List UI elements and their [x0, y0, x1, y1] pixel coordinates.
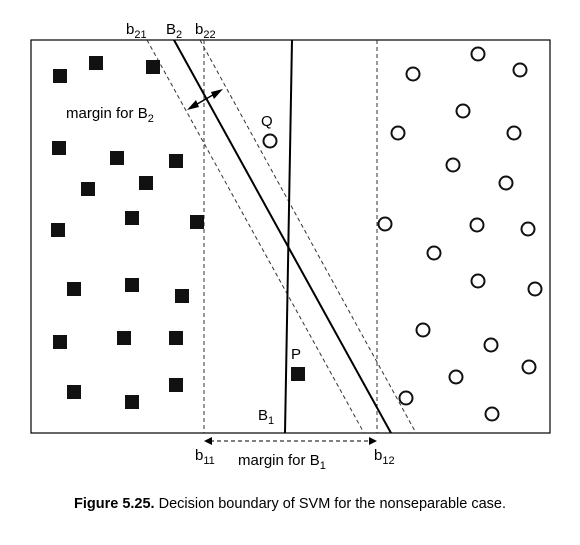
circle-point [506, 125, 522, 141]
square-point [175, 289, 189, 303]
label-B2: B2 [166, 21, 182, 41]
square-point [291, 367, 305, 381]
square-point [53, 335, 67, 349]
square-point [110, 151, 124, 165]
label-B1: B1 [258, 407, 274, 427]
margin-b1-arrowhead-left [204, 437, 212, 445]
circle-point [445, 157, 461, 173]
square-point [169, 378, 183, 392]
square-class-points [51, 56, 305, 409]
circle-point [262, 133, 278, 149]
square-point [89, 56, 103, 70]
square-point [125, 278, 139, 292]
margin-b1-arrowhead-right [369, 437, 377, 445]
square-point [67, 385, 81, 399]
label-margin-b1: margin for B1 [238, 452, 326, 472]
circle-point [512, 62, 528, 78]
label-Q: Q [261, 113, 273, 130]
circle-point [469, 217, 485, 233]
label-b12: b12 [374, 447, 395, 467]
circle-class-points [262, 46, 543, 422]
square-point [169, 331, 183, 345]
margin-b2-arrowhead-left [187, 100, 199, 110]
square-point [190, 215, 204, 229]
square-point [117, 331, 131, 345]
circle-point [426, 245, 442, 261]
circle-point [483, 337, 499, 353]
square-point [67, 282, 81, 296]
square-point [169, 154, 183, 168]
square-point [53, 69, 67, 83]
label-b11: b11 [195, 447, 215, 467]
square-point [125, 211, 139, 225]
figure-caption-text: Decision boundary of SVM for the nonsepa… [158, 496, 507, 512]
b1-boundary-line [284, 39, 293, 434]
label-b21: b21 [126, 21, 147, 41]
figure-number: Figure 5.25. [73, 496, 155, 512]
b2-boundary-line [173, 39, 392, 434]
b22-margin-line [199, 39, 417, 434]
circle-point [390, 125, 406, 141]
circle-point [415, 322, 431, 338]
circle-point [455, 103, 471, 119]
square-point [139, 176, 153, 190]
square-point [81, 182, 95, 196]
figure-caption: Figure 5.25. Decision boundary of SVM fo… [0, 496, 580, 512]
circle-point [520, 221, 536, 237]
circle-point [470, 46, 486, 62]
circle-point [484, 406, 500, 422]
circle-point [405, 66, 421, 82]
circle-point [377, 216, 393, 232]
label-margin-b2: margin for B2 [66, 105, 154, 125]
circle-point [498, 175, 514, 191]
square-point [125, 395, 139, 409]
circle-point [527, 281, 543, 297]
square-point [51, 223, 65, 237]
circle-point [398, 390, 414, 406]
circle-point [448, 369, 464, 385]
square-point [52, 141, 66, 155]
circle-point [521, 359, 537, 375]
label-P: P [291, 346, 301, 363]
margin-b2-arrowhead-right [211, 89, 223, 99]
circle-point [470, 273, 486, 289]
square-point [146, 60, 160, 74]
label-b22: b22 [195, 21, 216, 41]
b21-margin-line [146, 39, 365, 434]
plot-frame [30, 39, 551, 434]
